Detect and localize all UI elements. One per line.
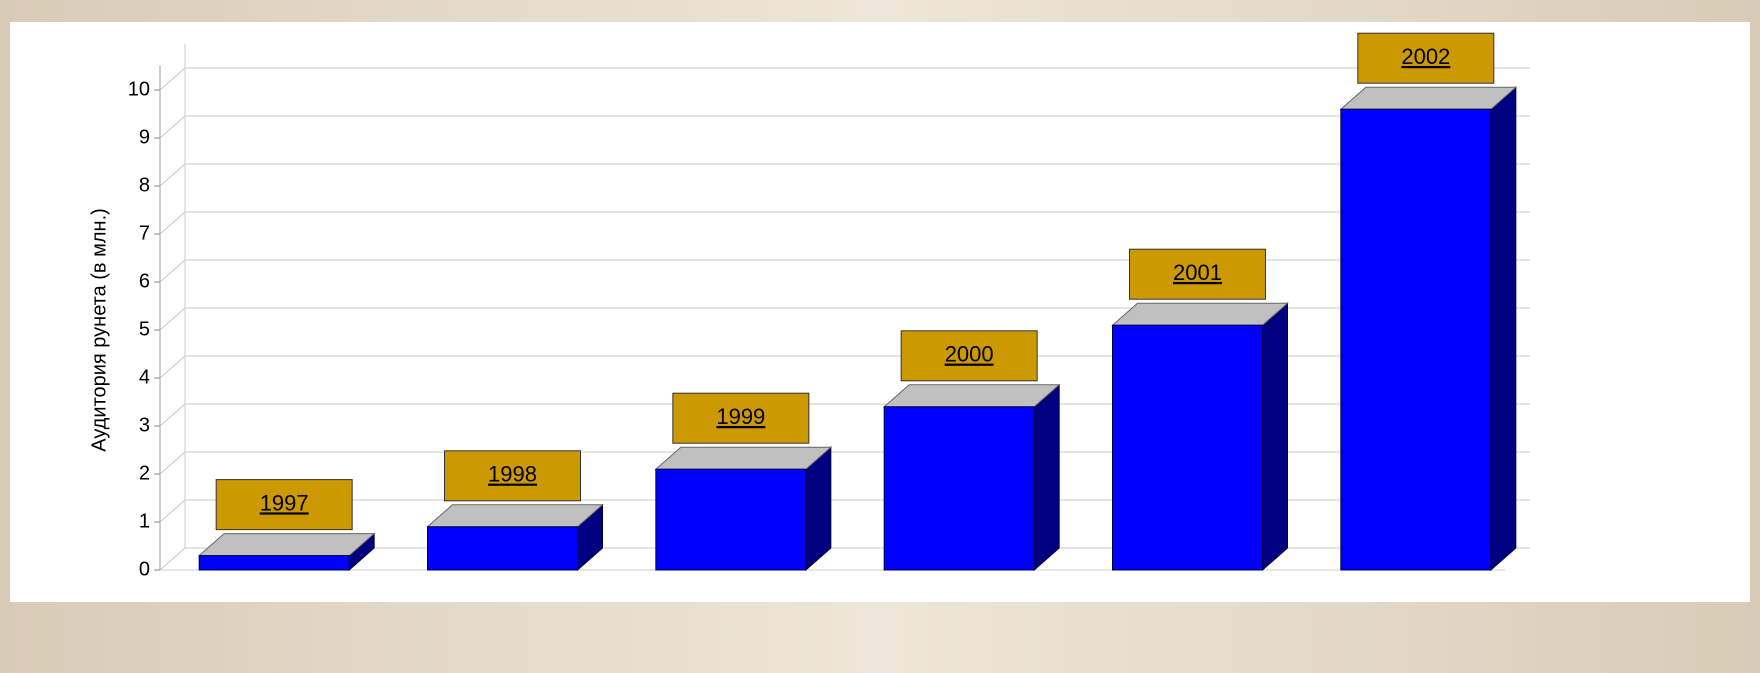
bar [1340,108,1492,571]
category-label: 1997 [260,490,309,515]
y-tick-label: 0 [139,558,150,580]
category-label: 1999 [716,404,765,429]
category-label: 2001 [1173,260,1222,285]
bar [427,526,578,571]
bar [1112,324,1263,571]
bar-top [882,384,1061,408]
label-box [1129,248,1266,300]
grid-line [159,115,186,139]
label-box [672,392,810,444]
bar-top [197,533,376,557]
y-tick-label: 10 [128,78,150,100]
bar-side [1490,86,1517,572]
bar-side [1262,302,1288,572]
y-tick-label: 7 [139,222,150,244]
y-tick-label: 4 [139,366,150,388]
category-label: 2002 [1401,44,1450,69]
grid-line [159,451,186,475]
y-tick-label: 5 [139,318,150,340]
grid-line [159,355,186,379]
y-tick-label: 9 [139,126,150,148]
bar-top [1339,86,1518,110]
bar [655,468,807,571]
bar-top [654,446,833,470]
y-tick-label: 1 [139,510,150,532]
bar-top [426,504,604,528]
grid-line [159,499,186,523]
grid-line [159,547,186,571]
bar-side [1033,383,1060,572]
grid-line [159,307,186,331]
grid-line [159,259,186,283]
label-box [444,450,581,502]
bar-top [1111,302,1289,326]
bar [198,555,350,571]
y-tick-label: 3 [139,414,150,436]
grid-line [159,403,186,427]
y-tick-label: 8 [139,174,150,196]
category-label: 2000 [945,342,994,367]
grid-line [159,211,186,235]
y-tick-label: 6 [139,270,150,292]
bar [883,406,1035,571]
grid-line [159,67,186,91]
y-axis-label: Аудитория рунета (в млн.) [88,208,110,452]
label-box [900,330,1038,382]
label-box [215,479,353,531]
category-label: 1998 [488,462,537,487]
grid-line [159,163,186,187]
y-tick-label: 2 [139,462,150,484]
label-box [1357,32,1495,84]
